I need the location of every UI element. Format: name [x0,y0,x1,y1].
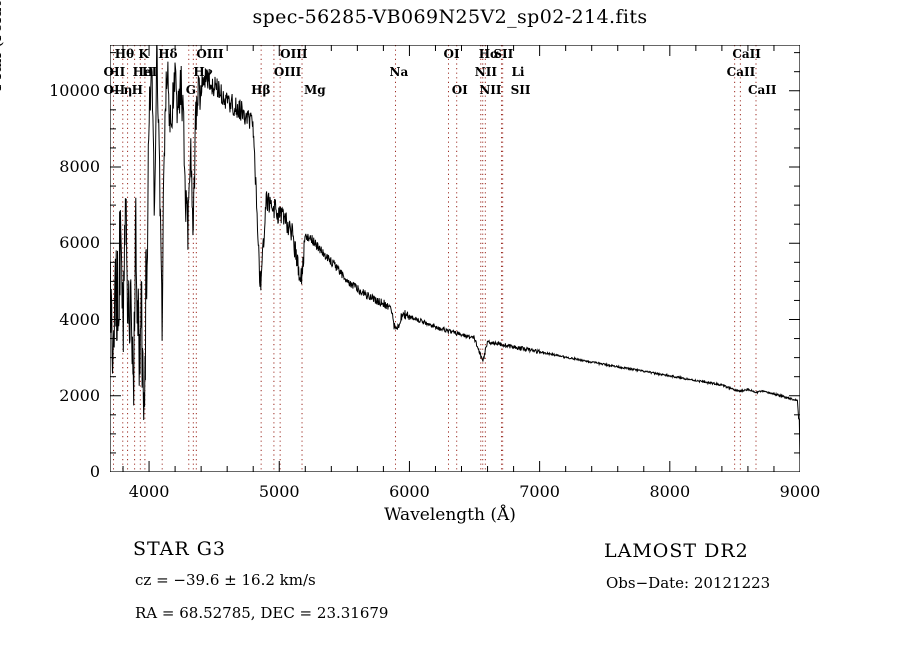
x-axis-title: Wavelength (Å) [384,505,516,525]
line-label: Hα [478,47,500,61]
line-label: OII [103,83,126,97]
coordinates-label: RA = 68.52785, DEC = 23.31679 [135,604,389,622]
survey-label: LAMOST DR2 [604,540,749,562]
x-tick-label: 4000 [128,482,170,501]
line-label: OIII [273,65,302,79]
redshift-velocity-label: cz = −39.6 ± 16.2 km/s [135,571,316,589]
line-label: Hγ [193,65,213,79]
x-tick-label: 6000 [389,482,430,501]
spectrum-curve [110,45,800,460]
line-label: OI [443,47,460,61]
y-tick-label: 0 [89,462,100,481]
line-label: H [141,65,154,79]
y-tick-label: 2000 [59,385,100,405]
line-label: η [123,83,133,97]
line-label: CaII [747,83,777,97]
line-label: OII [103,65,126,79]
object-type-label: STAR G3 [133,538,226,560]
line-marker-grid [113,45,757,472]
line-label: Hδ [158,47,178,61]
line-label: CaII [726,65,756,79]
axis-tick-marks [110,45,800,472]
y-tick-label: 6000 [59,233,100,253]
x-tick-label: 5000 [258,482,300,501]
line-label: H [131,83,143,97]
x-tick-label: 8000 [649,482,691,501]
line-label: OIII [280,47,308,61]
line-label: CaII [732,47,761,61]
plot-frame [110,45,800,472]
line-label: Na [389,65,409,79]
line-label: OIII [196,47,224,61]
line-label: Hθ [114,47,135,61]
line-label: G [185,83,196,97]
x-tick-label: 9000 [779,482,821,501]
line-label: NII [474,65,497,79]
line-label: OI [451,83,468,97]
line-label: SII [510,83,531,97]
line-label: Li [511,65,525,79]
line-label: Hβ [251,83,271,97]
line-label: HeI [132,65,158,79]
line-label: SII [493,47,514,61]
x-tick-label: 7000 [519,482,560,501]
line-label: NII [479,83,502,97]
observation-date-label: Obs−Date: 20121223 [606,574,771,592]
y-tick-label: 10000 [49,80,100,100]
y-tick-label: 4000 [59,309,100,329]
page-title: spec-56285-VB069N25V2_sp02-214.fits [252,6,648,28]
line-label: K [138,47,149,61]
spectrum-chart-svg [110,45,800,472]
y-tick-label: 8000 [59,157,100,176]
y-axis-title: Flux (relative) [0,0,6,92]
line-label: Mg [304,83,326,97]
chart-plot-area: OII OII Hθ η HeI H K H Hδ Hγ OIII G Hβ OIII OIII Mg Na OI… [104,45,800,472]
